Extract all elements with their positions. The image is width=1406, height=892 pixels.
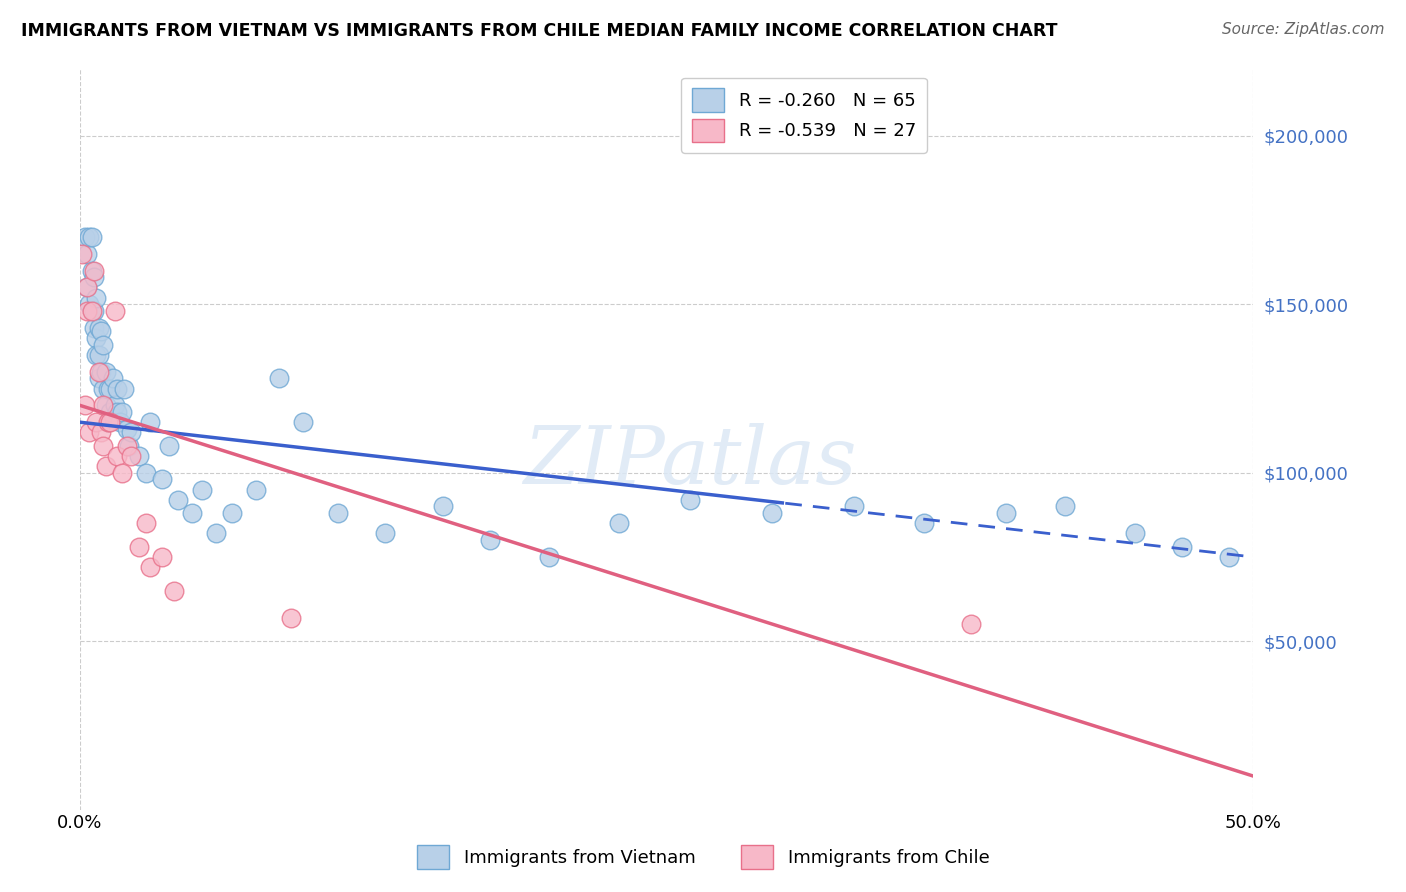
- Point: [167, 492, 190, 507]
- Point: [87, 371, 110, 385]
- Point: [326, 506, 349, 520]
- Point: [139, 415, 162, 429]
- Point: [105, 405, 128, 419]
- Point: [84, 331, 107, 345]
- Point: [87, 365, 110, 379]
- Point: [912, 516, 935, 531]
- Point: [70, 247, 93, 261]
- Point: [995, 506, 1018, 520]
- Point: [280, 610, 302, 624]
- Point: [111, 405, 134, 419]
- Point: [98, 415, 121, 429]
- Point: [84, 415, 107, 429]
- Point: [163, 583, 186, 598]
- Point: [761, 506, 783, 520]
- Point: [1053, 500, 1076, 514]
- Point: [105, 449, 128, 463]
- Point: [111, 466, 134, 480]
- Point: [87, 321, 110, 335]
- Point: [205, 526, 228, 541]
- Point: [157, 439, 180, 453]
- Point: [91, 337, 114, 351]
- Point: [80, 230, 103, 244]
- Point: [83, 304, 105, 318]
- Point: [1171, 540, 1194, 554]
- Point: [374, 526, 396, 541]
- Point: [80, 263, 103, 277]
- Point: [76, 247, 98, 261]
- Point: [91, 398, 114, 412]
- Point: [91, 439, 114, 453]
- Point: [1218, 549, 1240, 564]
- Point: [83, 270, 105, 285]
- Point: [76, 304, 98, 318]
- Point: [77, 230, 100, 244]
- Text: IMMIGRANTS FROM VIETNAM VS IMMIGRANTS FROM CHILE MEDIAN FAMILY INCOME CORRELATIO: IMMIGRANTS FROM VIETNAM VS IMMIGRANTS FR…: [21, 22, 1057, 40]
- Point: [104, 304, 127, 318]
- Legend: Immigrants from Vietnam, Immigrants from Chile: Immigrants from Vietnam, Immigrants from…: [409, 838, 997, 876]
- Point: [84, 348, 107, 362]
- Point: [269, 371, 291, 385]
- Point: [87, 348, 110, 362]
- Point: [121, 449, 143, 463]
- Point: [94, 398, 117, 412]
- Point: [118, 439, 141, 453]
- Point: [80, 304, 103, 318]
- Point: [90, 425, 112, 440]
- Point: [960, 617, 983, 632]
- Point: [97, 382, 120, 396]
- Point: [537, 549, 560, 564]
- Point: [76, 280, 98, 294]
- Point: [128, 449, 150, 463]
- Point: [139, 560, 162, 574]
- Point: [135, 516, 157, 531]
- Point: [101, 371, 124, 385]
- Point: [73, 230, 96, 244]
- Point: [98, 382, 121, 396]
- Point: [245, 483, 267, 497]
- Point: [121, 425, 143, 440]
- Point: [83, 263, 105, 277]
- Point: [221, 506, 243, 520]
- Legend: R = -0.260   N = 65, R = -0.539   N = 27: R = -0.260 N = 65, R = -0.539 N = 27: [681, 78, 927, 153]
- Point: [679, 492, 702, 507]
- Point: [94, 365, 117, 379]
- Point: [77, 297, 100, 311]
- Point: [191, 483, 214, 497]
- Point: [84, 291, 107, 305]
- Point: [91, 382, 114, 396]
- Point: [97, 415, 120, 429]
- Point: [135, 466, 157, 480]
- Point: [73, 398, 96, 412]
- Point: [432, 500, 454, 514]
- Point: [90, 324, 112, 338]
- Point: [150, 549, 173, 564]
- Point: [842, 500, 865, 514]
- Point: [94, 458, 117, 473]
- Point: [105, 382, 128, 396]
- Point: [479, 533, 502, 547]
- Text: ZIPatlas: ZIPatlas: [523, 423, 856, 500]
- Point: [90, 365, 112, 379]
- Point: [108, 415, 131, 429]
- Point: [181, 506, 204, 520]
- Point: [115, 439, 138, 453]
- Point: [80, 304, 103, 318]
- Point: [98, 405, 121, 419]
- Point: [150, 472, 173, 486]
- Point: [97, 415, 120, 429]
- Text: Source: ZipAtlas.com: Source: ZipAtlas.com: [1222, 22, 1385, 37]
- Point: [77, 425, 100, 440]
- Point: [607, 516, 630, 531]
- Point: [115, 422, 138, 436]
- Point: [291, 415, 314, 429]
- Point: [1123, 526, 1146, 541]
- Point: [76, 280, 98, 294]
- Point: [83, 321, 105, 335]
- Point: [112, 382, 135, 396]
- Point: [128, 540, 150, 554]
- Point: [104, 398, 127, 412]
